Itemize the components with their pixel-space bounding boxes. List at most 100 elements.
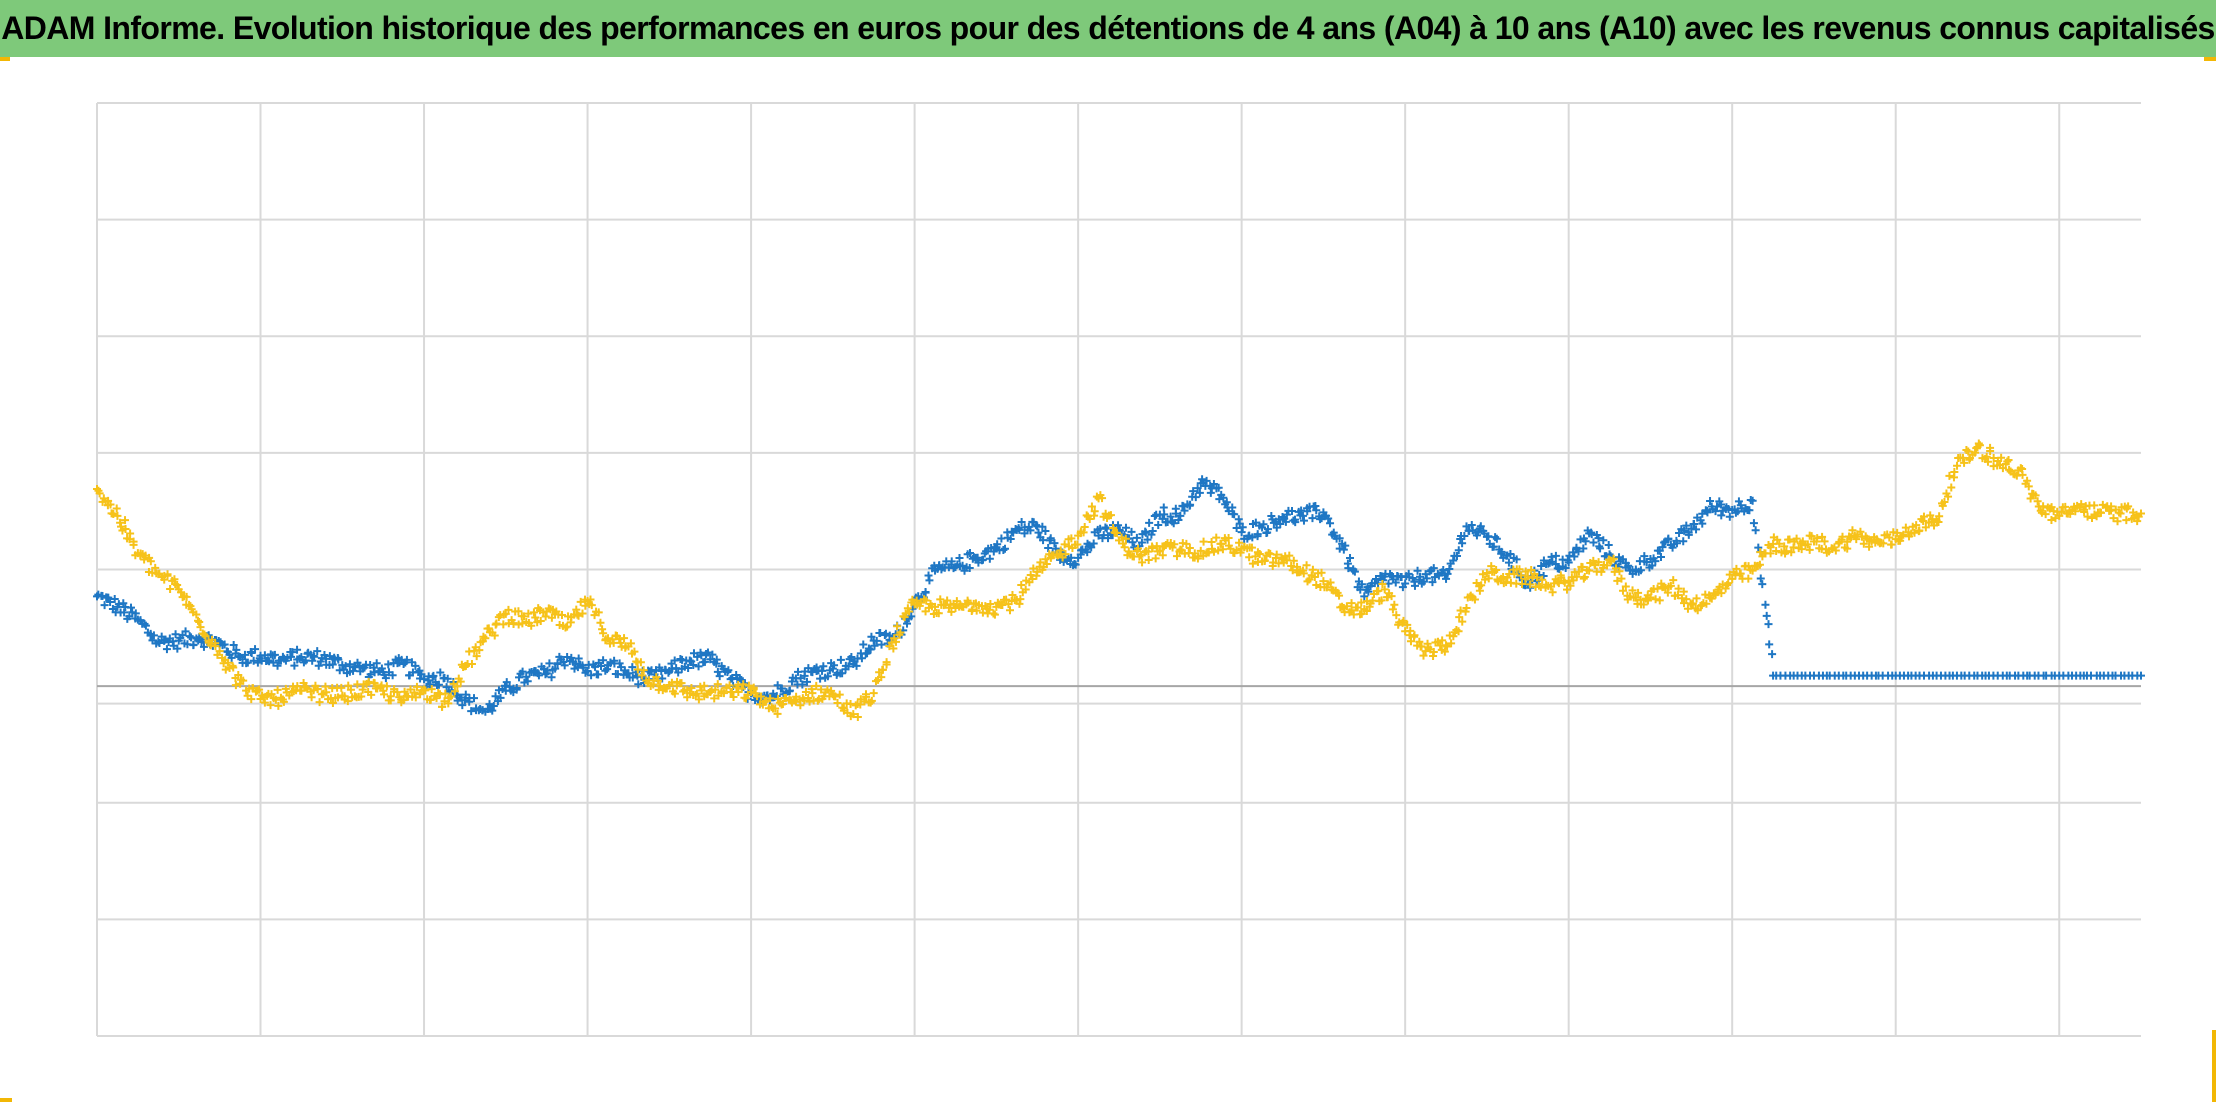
data-point-fill xyxy=(1775,539,1784,548)
data-point-fill xyxy=(1112,528,1121,537)
data-point-fill xyxy=(947,607,956,616)
data-point-fill xyxy=(1797,545,1806,554)
data-point-fill xyxy=(968,605,977,614)
data-point-fill xyxy=(536,616,545,625)
data-point-fill xyxy=(302,683,311,692)
data-point-fill xyxy=(372,659,381,668)
data-point-fill xyxy=(1477,581,1486,590)
data-point-fill xyxy=(382,682,391,691)
data-point-fill xyxy=(579,663,588,672)
data-point-fill xyxy=(1947,483,1956,492)
data-point-fill xyxy=(1185,544,1194,553)
data-point-fill xyxy=(1975,441,1984,450)
data-point-fill xyxy=(844,662,853,671)
data-point-fill xyxy=(587,601,596,610)
data-point-fill xyxy=(442,683,451,692)
data-point-fill xyxy=(1672,539,1681,548)
data-point-fill xyxy=(620,634,629,643)
data-point-fill xyxy=(1017,518,1026,527)
data-point xyxy=(1442,641,1451,650)
data-point-fill xyxy=(1324,514,1333,523)
data-point-fill xyxy=(1232,546,1241,555)
data-point-fill xyxy=(343,697,352,706)
data-point-fill xyxy=(1148,527,1157,536)
data-point-fill xyxy=(1551,551,1560,560)
data-point-fill xyxy=(274,701,283,710)
corner-mark-top-left xyxy=(0,57,10,61)
data-point-fill xyxy=(1357,609,1366,618)
data-point-fill xyxy=(1449,632,1458,641)
data-point-fill xyxy=(509,619,518,628)
data-point-fill xyxy=(1255,550,1264,559)
data-point xyxy=(1626,592,1634,601)
data-point-fill xyxy=(999,546,1008,555)
data-point-fill xyxy=(417,670,426,679)
data-point-fill xyxy=(1224,534,1233,543)
data-point-fill xyxy=(1159,503,1168,512)
data-point-fill xyxy=(1581,537,1590,546)
data-point-fill xyxy=(1692,594,1701,603)
data-point-fill xyxy=(1594,558,1603,567)
data-point-fill xyxy=(1199,537,1208,546)
data-point-fill xyxy=(713,667,722,676)
data-point-fill xyxy=(771,704,780,713)
data-point-fill xyxy=(725,681,734,690)
data-point-fill xyxy=(985,554,994,563)
data-point-fill xyxy=(467,660,476,669)
data-point-fill xyxy=(1476,522,1485,531)
data-point-fill xyxy=(1230,510,1239,519)
data-point-fill xyxy=(545,659,554,668)
data-point-fill xyxy=(1344,564,1353,573)
corner-mark-right-edge xyxy=(2212,1030,2216,1102)
data-point-fill xyxy=(1388,605,1397,614)
data-point-fill xyxy=(1887,540,1896,549)
data-point-fill xyxy=(639,666,648,675)
data-point-fill xyxy=(634,680,643,689)
data-point-fill xyxy=(1693,606,1702,615)
data-point-fill xyxy=(599,656,608,665)
data-point xyxy=(1339,545,1348,554)
data-point-fill xyxy=(1572,572,1581,581)
data-point-fill xyxy=(1198,475,1207,484)
data-point-fill xyxy=(1624,561,1633,570)
data-point-fill xyxy=(1259,520,1268,529)
data-point-fill xyxy=(2124,502,2133,511)
data-point-fill xyxy=(434,680,443,689)
data-point-fill xyxy=(1651,595,1660,604)
data-point-fill xyxy=(594,670,603,679)
data-point-fill xyxy=(1350,567,1359,576)
data-point-fill xyxy=(801,687,810,696)
data-point-fill xyxy=(121,516,130,525)
data-point-fill xyxy=(155,639,164,648)
data-point-fill xyxy=(1454,627,1463,636)
data-point-fill xyxy=(1692,525,1701,534)
data-point-fill xyxy=(472,652,481,661)
data-point-fill xyxy=(1128,538,1137,547)
data-point-fill xyxy=(100,601,109,610)
data-point-fill xyxy=(271,695,280,704)
data-point-fill xyxy=(1688,599,1697,608)
data-point-fill xyxy=(889,644,898,653)
data-point-fill xyxy=(1403,620,1412,629)
data-point-fill xyxy=(1683,604,1692,613)
data-point-fill xyxy=(1497,547,1506,556)
data-point-fill xyxy=(547,673,556,682)
data-point-fill xyxy=(1180,506,1189,515)
data-point-fill xyxy=(1236,548,1245,557)
data-point-fill xyxy=(1792,534,1801,543)
data-point-fill xyxy=(1615,567,1624,576)
data-point-fill xyxy=(694,662,703,671)
data-point-fill xyxy=(1843,537,1852,546)
data-point-fill xyxy=(1698,519,1707,528)
data-point-fill xyxy=(1438,636,1447,645)
data-point-fill xyxy=(1137,538,1146,547)
data-point-fill xyxy=(978,555,987,564)
data-point-fill xyxy=(1651,557,1660,566)
data-point-fill xyxy=(867,696,876,705)
data-point-fill xyxy=(1859,539,1868,548)
data-point-fill xyxy=(1930,521,1939,530)
data-point-fill xyxy=(187,633,196,642)
data-point-fill xyxy=(1484,574,1493,583)
data-point-fill xyxy=(1150,511,1159,520)
data-point-fill xyxy=(320,650,329,659)
